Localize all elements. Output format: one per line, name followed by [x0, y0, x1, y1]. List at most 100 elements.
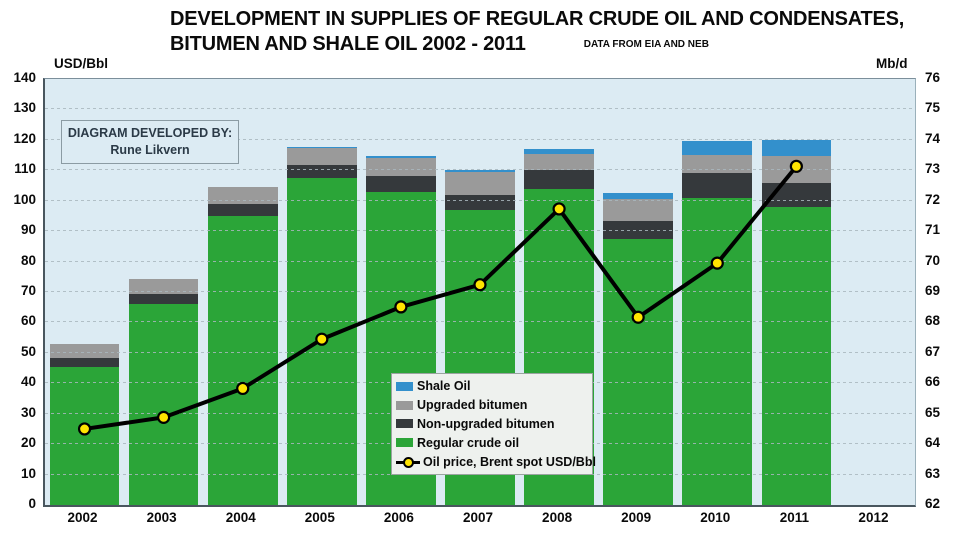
bar-segment-2006-upgraded-bitumen — [366, 158, 436, 177]
legend-item-non-upgraded-bitumen: Non-upgraded bitumen — [396, 415, 588, 433]
right-tick-label: 68 — [925, 313, 941, 329]
upgraded-bitumen-swatch-icon — [396, 400, 413, 410]
legend-label: Upgraded bitumen — [417, 398, 528, 413]
right-tick-label: 71 — [925, 222, 941, 238]
bar-segment-2004-upgraded-bitumen — [207, 187, 278, 204]
right-tick-label: 63 — [925, 465, 941, 481]
credit-box-line1: DIAGRAM DEVELOPED BY: — [67, 126, 233, 140]
bar-segment-2009-shale-oil — [603, 193, 673, 200]
left-tick-label: 50 — [20, 343, 36, 359]
bar-segment-2003-non-upgraded-bitumen — [128, 293, 199, 305]
x-tick-label-2008: 2008 — [542, 510, 573, 525]
bar-segment-2009-upgraded-bitumen — [603, 199, 673, 222]
right-tick-label: 69 — [925, 283, 941, 298]
bar-segment-2011-regular-crude-oil — [761, 206, 832, 505]
x-tick-label-2005: 2005 — [304, 510, 335, 525]
x-tick-label-2009: 2009 — [621, 510, 652, 525]
x-tick-label-2012: 2012 — [858, 510, 889, 525]
legend-item-upgraded-bitumen: Upgraded bitumen — [396, 396, 588, 414]
right-tick-label: 70 — [925, 252, 941, 268]
right-tick-label: 64 — [925, 435, 941, 451]
bar-segment-2002-non-upgraded-bitumen — [49, 358, 120, 368]
shale-oil-swatch-icon — [396, 381, 413, 391]
bar-segment-2006-shale-oil — [366, 156, 436, 159]
price-line — [84, 165, 798, 431]
bar-segment-2005-shale-oil — [287, 146, 357, 149]
right-tick-label: 62 — [925, 496, 941, 511]
legend-label: Regular crude oil — [417, 435, 520, 450]
left-tick-label: 10 — [20, 465, 36, 481]
bar-segment-2009-non-upgraded-bitumen — [603, 221, 673, 239]
bar-segment-2005-upgraded-bitumen — [287, 148, 357, 165]
left-tick-label: 140 — [13, 70, 36, 85]
bar-segment-2010-regular-crude-oil — [682, 197, 753, 505]
legend-label: Non-upgraded bitumen — [417, 416, 555, 431]
price-marker — [631, 310, 645, 324]
bar-segment-2010-upgraded-bitumen — [682, 155, 753, 174]
left-tick-label: 110 — [14, 161, 36, 177]
legend-label: Oil price, Brent spot USD/Bbl — [423, 454, 596, 469]
bar-segment-2010-non-upgraded-bitumen — [682, 173, 753, 198]
data-source-note: DATA FROM EIA AND NEB — [583, 39, 709, 50]
bar-segment-2003-regular-crude-oil — [128, 304, 199, 505]
left-tick-label: 20 — [20, 435, 36, 451]
bar-segment-2010-shale-oil — [682, 140, 753, 156]
left-tick-label: 60 — [20, 313, 36, 329]
bar-segment-2011-shale-oil — [761, 139, 832, 156]
left-axis-title: USD/Bbl — [54, 56, 108, 71]
bar-segment-2004-regular-crude-oil — [207, 215, 278, 505]
legend-item-regular-crude-oil: Regular crude oil — [396, 434, 588, 452]
right-tick-label: 65 — [925, 404, 941, 420]
credit-box-line2: Rune Likvern — [110, 143, 190, 157]
bar-segment-2007-shale-oil — [445, 170, 515, 173]
right-axis-tick-labels: 62 63 64 65 66 67 68 69 70 71 72 73 74 75 76 — [925, 70, 959, 511]
left-tick-label: 0 — [28, 496, 36, 511]
x-tick-label-2003: 2003 — [146, 510, 177, 525]
price-marker — [394, 300, 408, 314]
legend-label: Shale Oil — [417, 379, 471, 394]
bar-segment-2002-upgraded-bitumen — [49, 344, 120, 359]
bar-segment-2004-non-upgraded-bitumen — [207, 203, 278, 216]
left-tick-label: 100 — [13, 191, 36, 207]
bar-segment-2008-upgraded-bitumen — [524, 154, 594, 171]
right-axis-title: Mb/d — [876, 56, 908, 71]
price-marker — [315, 332, 329, 346]
chart-title-line1: DEVELOPMENT IN SUPPLIES OF REGULAR CRUDE… — [170, 8, 905, 30]
price-marker — [710, 256, 724, 270]
left-tick-label: 120 — [13, 130, 36, 146]
x-tick-label-2004: 2004 — [225, 510, 256, 525]
non-upgraded-bitumen-swatch-icon — [396, 419, 413, 429]
legend: Shale Oil Upgraded bitumen Non-upgraded … — [391, 373, 596, 475]
bar-segment-2008-non-upgraded-bitumen — [524, 170, 594, 189]
legend-item-oil-price: Oil price, Brent spot USD/Bbl — [396, 453, 596, 471]
chart-title-line2: BITUMEN AND SHALE OIL 2002 - 2011 — [170, 33, 526, 55]
price-marker — [157, 410, 171, 424]
price-marker — [473, 278, 487, 292]
left-axis-tick-labels: 0 10 20 30 40 50 60 70 80 90 100 110 120 130 140 — [0, 70, 36, 511]
bar-segment-2008-shale-oil — [524, 149, 594, 155]
chart-title: DEVELOPMENT IN SUPPLIES OF REGULAR CRUDE… — [170, 7, 904, 57]
price-line-layer — [77, 159, 803, 436]
x-tick-label-2002: 2002 — [67, 510, 98, 525]
credit-box: DIAGRAM DEVELOPED BY: Rune Likvern — [61, 120, 239, 164]
price-marker — [236, 381, 250, 396]
x-axis-tick-labels: 2002 2003 2004 2005 2006 2007 2008 2009 2010 2011… — [43, 510, 913, 534]
bar-segment-2003-upgraded-bitumen — [128, 279, 199, 294]
oil-price-line-marker-icon — [396, 456, 420, 468]
right-tick-label: 75 — [925, 100, 941, 116]
left-tick-label: 90 — [20, 222, 36, 238]
left-tick-label: 40 — [20, 374, 36, 390]
right-tick-label: 74 — [925, 130, 941, 146]
x-tick-label-2010: 2010 — [700, 510, 731, 525]
bar-segment-2007-non-upgraded-bitumen — [445, 194, 515, 210]
x-tick-label-2011: 2011 — [779, 510, 810, 525]
bar-segment-2005-non-upgraded-bitumen — [287, 164, 357, 178]
bar-segment-2007-upgraded-bitumen — [445, 172, 515, 195]
x-tick-label-2007: 2007 — [462, 510, 494, 525]
regular-crude-oil-swatch-icon — [396, 438, 413, 448]
right-tick-label: 73 — [925, 161, 941, 177]
bar-segment-2002-regular-crude-oil — [49, 367, 120, 505]
right-tick-label: 72 — [925, 191, 941, 207]
bar-segment-2006-non-upgraded-bitumen — [366, 176, 436, 192]
